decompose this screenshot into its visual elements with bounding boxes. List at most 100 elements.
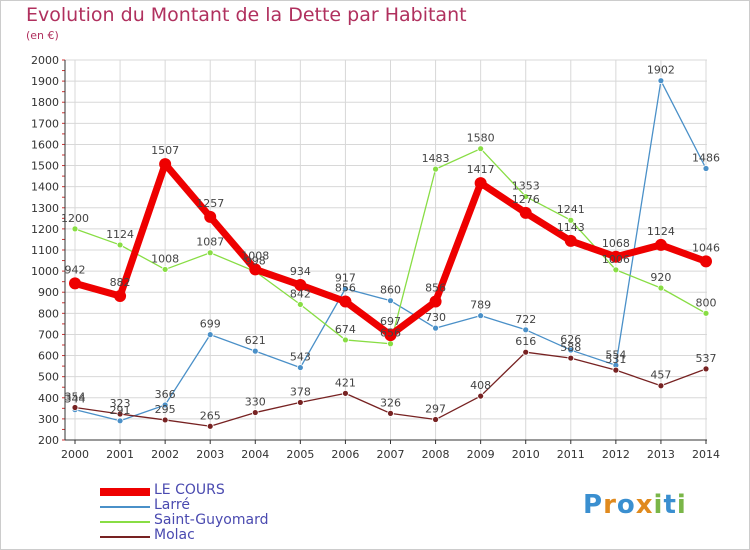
data-label: 265: [200, 409, 221, 422]
brand-letter: i: [653, 490, 664, 520]
data-point: [116, 410, 124, 418]
data-label: 1200: [61, 212, 89, 225]
data-point: [702, 365, 710, 373]
data-point: [477, 392, 485, 400]
brand-letter: o: [616, 490, 636, 520]
legend-label: Larré: [154, 497, 190, 513]
data-label: 543: [290, 351, 311, 364]
y-tick-label: 600: [38, 350, 59, 363]
data-label: 297: [425, 403, 446, 416]
y-tick-label: 800: [38, 307, 59, 320]
data-label: 537: [696, 352, 717, 365]
data-point: [161, 401, 169, 409]
legend-swatch: [100, 506, 150, 508]
data-point: [159, 158, 172, 171]
data-label: 378: [290, 385, 311, 398]
legend-label: Molac: [154, 527, 195, 543]
x-tick-label: 2002: [151, 448, 179, 461]
brand-letter: r: [603, 490, 617, 520]
data-label: 856: [425, 282, 446, 295]
data-point: [69, 277, 81, 290]
data-label: 1507: [151, 144, 179, 157]
data-label: 934: [290, 265, 311, 278]
data-label: 291: [110, 404, 131, 417]
data-label: 326: [380, 396, 401, 409]
data-point: [432, 324, 439, 332]
data-label: 621: [245, 334, 266, 347]
data-point: [206, 331, 214, 339]
legend-swatch: [100, 536, 150, 538]
data-label: 626: [560, 333, 581, 346]
brand-letter: P: [583, 490, 604, 520]
data-label: 1124: [647, 225, 675, 238]
data-label: 917: [335, 272, 356, 285]
x-tick-label: 2011: [557, 448, 585, 461]
brand-letter: t: [663, 490, 677, 520]
data-point: [700, 255, 712, 268]
data-label: 998: [245, 255, 266, 268]
data-label: 920: [650, 271, 671, 284]
data-label: 366: [155, 388, 176, 401]
data-point: [612, 366, 620, 374]
data-label: 344: [65, 393, 86, 406]
y-tick-label: 1700: [31, 117, 59, 130]
data-label: 1580: [467, 132, 495, 145]
data-point: [114, 290, 127, 303]
data-label: 1087: [196, 236, 224, 249]
data-point: [206, 422, 214, 430]
data-point: [342, 336, 349, 344]
x-tick-label: 2000: [61, 448, 89, 461]
x-tick-label: 2004: [241, 448, 269, 461]
y-tick-label: 1600: [31, 138, 59, 151]
brand-letter: i: [676, 490, 687, 520]
data-point: [342, 285, 349, 293]
data-point: [296, 399, 304, 406]
data-label: 1008: [151, 252, 179, 265]
axes: 2003004005006007008009001000110012001300…: [31, 54, 720, 461]
data-label: 531: [605, 353, 626, 366]
x-tick-label: 2005: [286, 448, 314, 461]
data-label: 1143: [557, 221, 585, 234]
data-label: 674: [335, 323, 356, 336]
data-label: 722: [515, 313, 536, 326]
data-label: 330: [245, 396, 266, 409]
data-label: 860: [380, 284, 401, 297]
data-label: 1241: [557, 203, 585, 216]
data-point: [519, 206, 532, 219]
data-point: [522, 193, 530, 200]
data-label: 457: [650, 369, 671, 382]
data-point: [161, 266, 169, 273]
data-point: [564, 234, 577, 247]
x-tick-label: 2006: [331, 448, 359, 461]
data-label: 588: [560, 341, 581, 354]
y-tick-label: 1500: [31, 160, 59, 173]
data-label: 408: [470, 379, 491, 392]
y-tick-label: 1800: [31, 96, 59, 109]
y-tick-label: 1900: [31, 75, 59, 88]
x-tick-label: 2001: [106, 448, 134, 461]
data-point: [387, 409, 394, 417]
data-label: 1068: [602, 237, 630, 250]
data-point: [432, 165, 439, 173]
data-label: 1046: [692, 241, 720, 254]
data-label: 856: [335, 282, 356, 295]
data-point: [384, 329, 397, 342]
data-label: 421: [335, 376, 356, 389]
y-tick-label: 200: [38, 434, 59, 447]
series-le-cours: [69, 158, 712, 342]
x-tick-label: 2009: [467, 448, 495, 461]
data-point: [296, 364, 304, 371]
data-point: [567, 346, 575, 354]
y-tick-label: 1400: [31, 181, 59, 194]
x-tick-label: 2008: [422, 448, 450, 461]
y-tick-label: 700: [38, 328, 59, 341]
data-point: [249, 263, 262, 276]
data-label: 354: [65, 390, 86, 403]
data-point: [477, 145, 485, 153]
series-layer: [69, 77, 712, 430]
data-label: 1006: [602, 253, 630, 266]
data-label: 1353: [512, 180, 540, 193]
legend-swatch: [100, 488, 150, 496]
data-point: [387, 340, 394, 348]
